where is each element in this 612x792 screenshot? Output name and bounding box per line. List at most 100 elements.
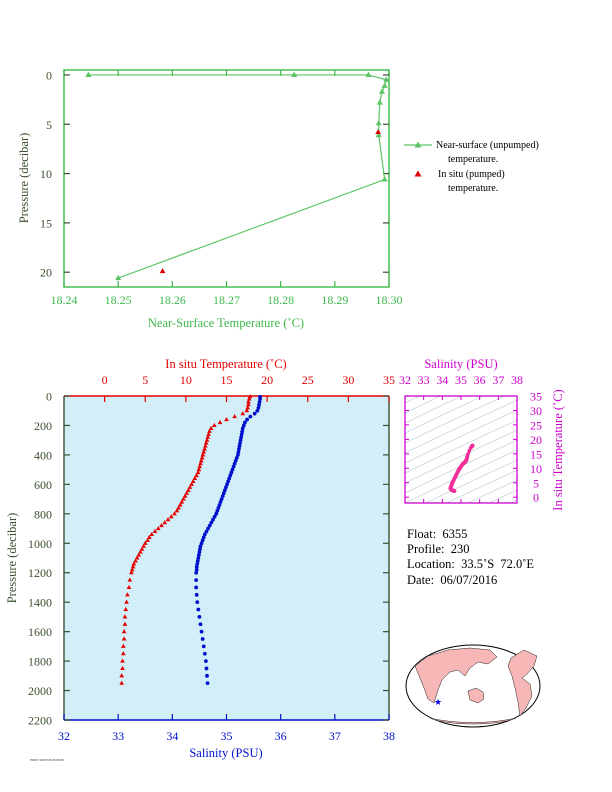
float-location: Location: 33.5˚S 72.0˚E — [407, 557, 535, 572]
salinity-point — [199, 629, 204, 634]
profile-salinity-tick-label: 38 — [383, 729, 395, 743]
world-map: ★ — [405, 644, 541, 728]
temperature-point — [177, 502, 183, 507]
temperature-point — [152, 528, 158, 534]
salinity-point — [256, 405, 261, 410]
profile-y-tick-label: 1800 — [28, 655, 52, 669]
profile-y-ticks: 0 200 400 600 800 1000 1200 1400 1600 1800 2000 220… — [28, 390, 389, 728]
near-surface-y-tick-label: 20 — [40, 266, 52, 280]
profile-salinity-series — [194, 394, 262, 686]
near-surface-ylabel: Pressure (decibar) — [17, 133, 31, 224]
near-surface-y-tick-label: 5 — [46, 118, 52, 132]
near-surface-frame — [63, 69, 390, 288]
temperature-point — [190, 478, 196, 483]
profile-salinity-tick-label: 37 — [329, 729, 341, 743]
temperature-point — [125, 592, 130, 597]
near-surface-point — [115, 274, 122, 281]
salinity-point — [258, 397, 262, 401]
salinity-point — [196, 607, 201, 612]
temperature-point — [142, 540, 148, 545]
ts-y-tick-label: 30 — [530, 404, 542, 418]
salinity-point — [198, 622, 203, 627]
temperature-point — [168, 514, 174, 519]
salinity-point — [194, 567, 199, 572]
salinity-point — [197, 615, 202, 619]
temperature-point — [121, 629, 127, 634]
near-surface-y-tick-label: 0 — [46, 68, 52, 82]
salinity-point — [218, 500, 223, 504]
ts-y-tick-label: 20 — [530, 433, 542, 447]
ts-x-tick-label: 38 — [511, 373, 523, 387]
temperature-point — [240, 411, 246, 416]
near-surface-x-ticks: 18.24 18.25 18.26 18.27 18.28 18.29 18.30 — [51, 70, 403, 307]
temperature-point — [120, 658, 125, 663]
salinity-point — [196, 553, 201, 557]
salinity-point — [201, 535, 206, 540]
temperature-point — [196, 467, 202, 472]
map-land-antarctica — [429, 717, 517, 725]
temperature-point — [244, 408, 250, 413]
ts-x-tick-label: 33 — [418, 373, 430, 387]
ts-point — [467, 449, 472, 453]
salinity-point — [200, 538, 205, 543]
ts-contour-line — [446, 469, 517, 503]
temperature-point — [184, 490, 190, 495]
near-surface-point — [375, 131, 382, 138]
temperature-point — [127, 577, 133, 582]
ts-y-tick-label: 5 — [533, 476, 539, 490]
legend-near-surface-label-2: temperature. — [448, 154, 498, 165]
profile-temperature-tick-label: 0 — [102, 373, 108, 387]
near-surface-x-tick-label: 18.26 — [159, 293, 186, 307]
temperature-point — [217, 419, 223, 425]
ts-contour-line — [405, 439, 517, 494]
temperature-point — [139, 546, 145, 551]
temperature-point — [145, 537, 151, 542]
ts-contour-line — [467, 479, 517, 503]
ts-y-tick-label: 25 — [530, 418, 542, 432]
ts-y-tick-label: 35 — [530, 390, 542, 404]
float-location-star-icon: ★ — [434, 697, 442, 707]
salinity-point — [211, 517, 215, 522]
profile-salinity-tick-label: 32 — [58, 729, 70, 743]
temperature-point — [134, 555, 140, 560]
temperature-point — [138, 549, 143, 554]
profile-temperature-tick-label: 35 — [383, 373, 395, 387]
salinity-point — [237, 447, 241, 451]
salinity-point — [235, 453, 240, 457]
salinity-point — [204, 659, 208, 663]
ts-contour-line — [510, 499, 517, 503]
temperature-point — [119, 673, 125, 678]
profile-y-tick-label: 800 — [34, 507, 52, 521]
temperature-point — [246, 396, 252, 401]
salinity-point — [199, 541, 204, 546]
near-surface-x-tick-label: 18.30 — [376, 293, 403, 307]
near-surface-x-tick-label: 18.24 — [51, 293, 78, 307]
salinity-point — [200, 637, 205, 641]
temperature-point — [194, 472, 199, 478]
ts-x-tick-label: 34 — [436, 373, 448, 387]
pumped-point — [159, 268, 166, 274]
profile-temperature-label: In situ Temperature (˚C) — [165, 357, 286, 371]
temperature-point — [187, 484, 193, 489]
temperature-point — [192, 475, 198, 481]
near-surface-point — [291, 71, 298, 77]
profile-salinity-tick-label: 33 — [112, 729, 124, 743]
legend-near-surface-label-1: Near-surface (unpumped) — [436, 140, 539, 151]
temperature-point — [133, 558, 138, 563]
salinity-point — [237, 444, 242, 448]
temperature-point — [201, 449, 207, 454]
temperature-point — [182, 493, 188, 498]
salinity-point — [229, 470, 234, 475]
ts-contour-line — [488, 489, 517, 503]
footer-stamp: PRINT 06/07/16 06:08:05 — [30, 758, 64, 762]
profile-temperature-ticks: 0 5 10 15 20 25 30 35 — [102, 373, 395, 402]
salinity-point — [209, 520, 214, 525]
ts-y-tick-label: 0 — [533, 491, 539, 505]
temperature-point — [172, 511, 177, 516]
temperature-point — [174, 508, 180, 513]
profile-salinity-tick-label: 36 — [275, 729, 287, 743]
near-surface-point — [381, 82, 388, 88]
temperature-point — [123, 606, 129, 612]
